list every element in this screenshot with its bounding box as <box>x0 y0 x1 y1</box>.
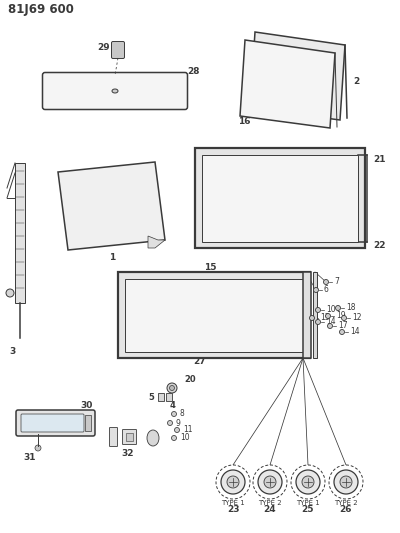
Circle shape <box>216 465 250 499</box>
Text: 32: 32 <box>122 449 134 458</box>
Circle shape <box>168 421 172 425</box>
Text: 1: 1 <box>109 254 115 262</box>
Text: 28: 28 <box>187 67 200 76</box>
Text: 19: 19 <box>336 311 346 320</box>
Text: TYPE 2: TYPE 2 <box>334 500 358 506</box>
Text: 2: 2 <box>353 77 359 86</box>
Text: 18: 18 <box>346 303 356 312</box>
Circle shape <box>316 319 320 325</box>
Bar <box>126 433 133 441</box>
Circle shape <box>6 289 14 297</box>
Text: 25: 25 <box>302 505 314 514</box>
Text: 8: 8 <box>180 409 185 418</box>
Polygon shape <box>118 272 310 358</box>
Bar <box>166 393 172 401</box>
Bar <box>313 272 317 358</box>
Polygon shape <box>202 155 358 242</box>
Circle shape <box>326 313 330 319</box>
Text: 21: 21 <box>373 156 386 165</box>
Text: 23: 23 <box>227 505 239 514</box>
Text: 14: 14 <box>326 318 336 327</box>
FancyBboxPatch shape <box>16 410 95 436</box>
Text: 17: 17 <box>338 321 348 330</box>
Circle shape <box>336 305 340 311</box>
Circle shape <box>302 476 314 488</box>
Circle shape <box>35 445 41 451</box>
Bar <box>158 393 164 401</box>
Bar <box>15 163 25 303</box>
Text: 15: 15 <box>204 262 216 271</box>
Text: TYPE 1: TYPE 1 <box>221 500 245 506</box>
FancyBboxPatch shape <box>21 414 84 432</box>
Circle shape <box>342 316 346 320</box>
Circle shape <box>324 279 328 285</box>
Text: 10: 10 <box>326 305 336 314</box>
Circle shape <box>170 385 174 391</box>
Circle shape <box>174 427 180 432</box>
Text: 26: 26 <box>340 505 352 514</box>
Text: 10: 10 <box>180 433 190 442</box>
Polygon shape <box>240 40 335 128</box>
FancyBboxPatch shape <box>42 72 188 109</box>
Ellipse shape <box>112 89 118 93</box>
Circle shape <box>227 476 239 488</box>
Circle shape <box>310 316 314 320</box>
Text: 12: 12 <box>352 313 362 322</box>
Text: TYPE 2: TYPE 2 <box>258 500 282 506</box>
Text: 30: 30 <box>80 401 92 410</box>
Text: 81J69 600: 81J69 600 <box>8 4 74 17</box>
Circle shape <box>172 435 176 440</box>
Circle shape <box>264 476 276 488</box>
Ellipse shape <box>147 430 159 446</box>
Text: 20: 20 <box>184 376 196 384</box>
Text: 5: 5 <box>148 392 154 401</box>
Text: 31: 31 <box>24 454 36 463</box>
Circle shape <box>329 465 363 499</box>
FancyBboxPatch shape <box>110 427 118 447</box>
Circle shape <box>291 465 325 499</box>
Text: 29: 29 <box>97 43 110 52</box>
Polygon shape <box>250 32 345 120</box>
Circle shape <box>314 287 318 293</box>
Bar <box>85 415 91 431</box>
Text: 6: 6 <box>324 286 329 295</box>
Circle shape <box>296 470 320 494</box>
Text: 16: 16 <box>238 117 250 126</box>
Polygon shape <box>58 162 165 250</box>
Circle shape <box>334 470 358 494</box>
Text: 27: 27 <box>194 358 206 367</box>
Circle shape <box>258 470 282 494</box>
Circle shape <box>172 411 176 416</box>
Text: 4: 4 <box>169 401 175 410</box>
FancyBboxPatch shape <box>122 430 136 445</box>
Circle shape <box>253 465 287 499</box>
Polygon shape <box>148 236 165 248</box>
FancyBboxPatch shape <box>112 42 124 59</box>
Circle shape <box>167 383 177 393</box>
Text: 3: 3 <box>10 346 16 356</box>
Text: 24: 24 <box>264 505 276 514</box>
Circle shape <box>221 470 245 494</box>
Circle shape <box>328 324 332 328</box>
Text: 7: 7 <box>334 278 339 287</box>
Text: 9: 9 <box>176 418 181 427</box>
Text: 14: 14 <box>350 327 360 336</box>
Circle shape <box>340 329 344 335</box>
Polygon shape <box>125 279 303 352</box>
Text: 11: 11 <box>183 425 192 434</box>
Text: TYPE 1: TYPE 1 <box>296 500 320 506</box>
Circle shape <box>340 476 352 488</box>
Circle shape <box>316 308 320 312</box>
Polygon shape <box>195 148 365 248</box>
Bar <box>303 272 311 358</box>
Text: 13: 13 <box>320 313 330 322</box>
Text: 22: 22 <box>373 240 386 249</box>
